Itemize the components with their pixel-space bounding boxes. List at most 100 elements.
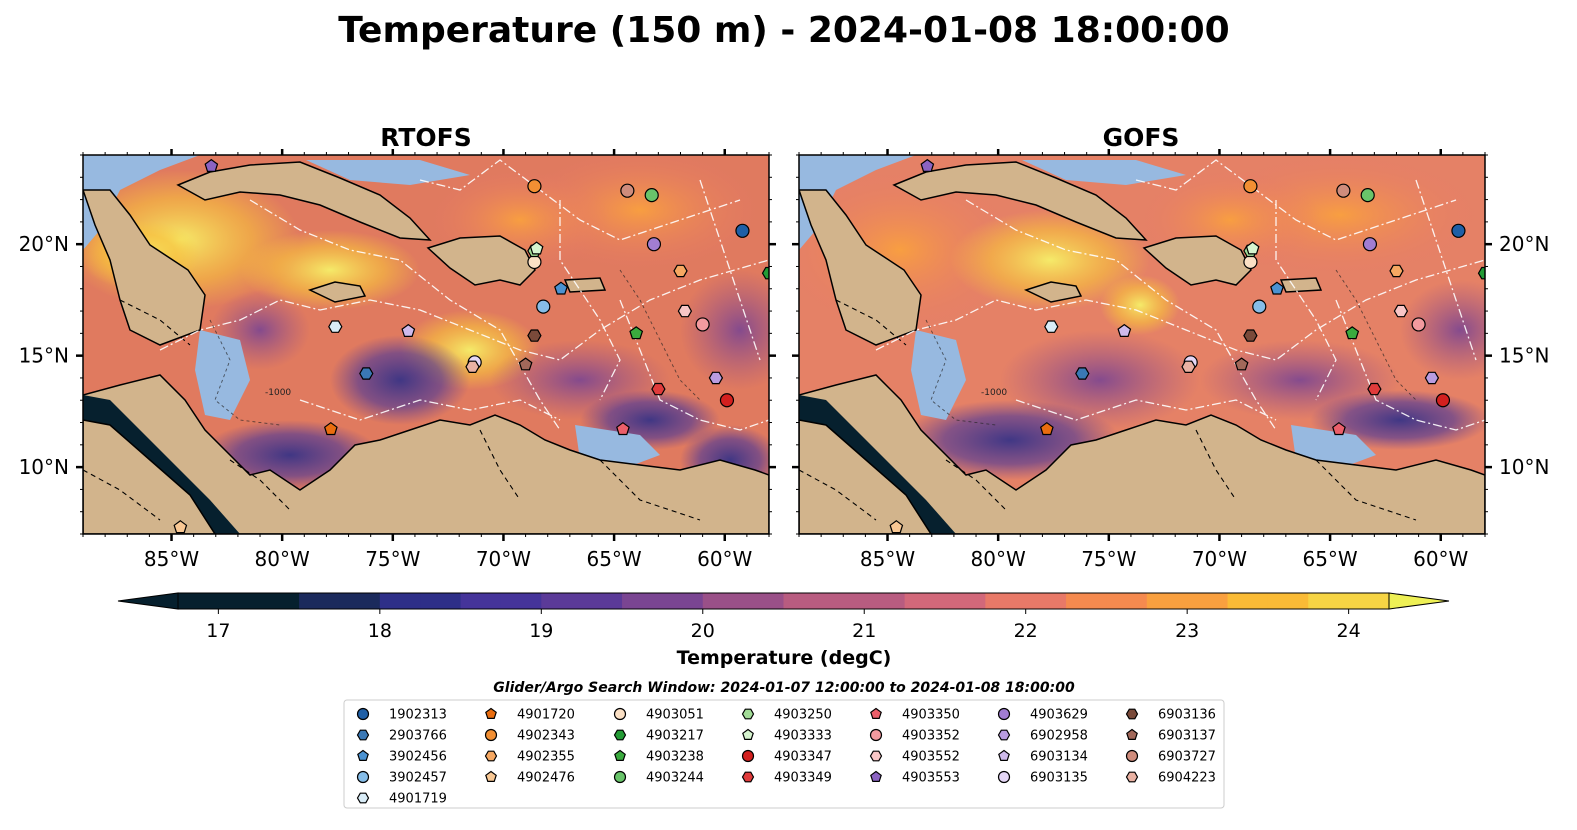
legend-entry-4902476: 4902476 bbox=[485, 770, 575, 786]
colorbar-extend-low bbox=[117, 592, 179, 610]
legend-marker-4902476 bbox=[485, 770, 497, 783]
platform-marker-1902313 bbox=[1451, 223, 1466, 238]
panel-title-rtofs: RTOFS bbox=[380, 123, 472, 152]
legend-marker-3902457 bbox=[356, 770, 370, 784]
legend: Glider/Argo Search Window: 2024-01-07 12… bbox=[343, 680, 1225, 809]
legend-marker-4903553 bbox=[870, 770, 882, 783]
legend-marker-4903352 bbox=[869, 728, 883, 742]
legend-label: 4903250 bbox=[774, 708, 832, 723]
map-frame-gofs bbox=[798, 154, 1486, 535]
legend-label: 4902355 bbox=[517, 750, 575, 765]
platform-marker-4903352 bbox=[1411, 317, 1426, 332]
platform-marker-4903238 bbox=[629, 326, 644, 340]
lon-tick-label: 60°W bbox=[697, 547, 752, 571]
lon-tick-label: 60°W bbox=[1413, 547, 1468, 571]
legend-label: 4903238 bbox=[646, 750, 704, 765]
lon-tick-label: 75°W bbox=[1081, 547, 1136, 571]
colorbar-bin bbox=[1106, 593, 1148, 609]
colorbar-bin bbox=[178, 593, 219, 609]
colorbar-swatches bbox=[117, 592, 1450, 610]
platform-marker-4901720 bbox=[323, 421, 338, 436]
lat-tick-label: 20°N bbox=[1499, 232, 1549, 256]
platform-marker-4903350 bbox=[1332, 421, 1346, 436]
legend-marker-4903238 bbox=[614, 749, 626, 762]
colorbar-extend-high bbox=[1388, 592, 1450, 610]
colorbar-frame bbox=[177, 592, 1390, 610]
platform-marker-4903349 bbox=[651, 382, 666, 396]
colorbar-tick-label: 20 bbox=[691, 620, 715, 642]
colorbar-label: Temperature (degC) bbox=[677, 647, 892, 669]
legend-label: 4903629 bbox=[1030, 708, 1088, 723]
platform-marker-4903238 bbox=[1345, 326, 1360, 340]
legend-label: 4903352 bbox=[902, 729, 960, 744]
colorbar-tick-label: 22 bbox=[1014, 620, 1038, 642]
colorbar-bin bbox=[662, 593, 704, 609]
legend-label: 4903552 bbox=[902, 750, 960, 765]
platform-marker-4903350 bbox=[616, 421, 630, 436]
legend-entry-4902355: 4902355 bbox=[484, 750, 575, 765]
legend-entry-2903766: 2903766 bbox=[356, 729, 447, 744]
platform-marker-6903134 bbox=[401, 323, 416, 337]
legend-label: 4903244 bbox=[646, 771, 704, 786]
colorbar-tick-label: 24 bbox=[1337, 620, 1361, 642]
lon-tick-label: 70°W bbox=[1192, 547, 1247, 571]
colorbar-bin bbox=[1066, 593, 1108, 609]
legend-label: 3902457 bbox=[389, 771, 447, 786]
platform-marker-6904223 bbox=[465, 360, 480, 373]
map-area-rtofs: -1000 bbox=[83, 155, 769, 534]
legend-entry-4903352: 4903352 bbox=[869, 728, 960, 744]
legend-label: 6903727 bbox=[1158, 750, 1216, 765]
legend-label: 6904223 bbox=[1158, 771, 1216, 786]
legend-entry-4903217: 4903217 bbox=[613, 729, 704, 744]
platform-marker-4903051 bbox=[527, 254, 542, 270]
legend-marker-2903766 bbox=[356, 729, 370, 741]
platform-marker-4901720 bbox=[1039, 421, 1054, 436]
legend-marker-4901720 bbox=[485, 707, 497, 720]
colorbar-bin bbox=[1267, 593, 1309, 609]
lat-tick-label: 20°N bbox=[19, 232, 69, 256]
legend-label: 4903350 bbox=[902, 708, 960, 723]
legend-entry-4903552: 4903552 bbox=[869, 750, 960, 765]
lon-tick-label: 80°W bbox=[971, 547, 1026, 571]
lon-tick-label: 85°W bbox=[144, 547, 199, 571]
platform-marker-4903244 bbox=[644, 188, 659, 203]
platform-marker-6904223 bbox=[1181, 360, 1196, 373]
colorbar-tick-label: 19 bbox=[529, 620, 553, 642]
legend-label: 4903349 bbox=[774, 771, 832, 786]
platform-marker-4903217 bbox=[1477, 266, 1485, 280]
colorbar-bin bbox=[904, 593, 946, 609]
platform-marker-4902476 bbox=[173, 520, 188, 534]
legend-label: 4903553 bbox=[902, 771, 960, 786]
colorbar-bin bbox=[379, 593, 421, 609]
platform-marker-4903553 bbox=[204, 158, 219, 172]
legend-marker-6903137 bbox=[1126, 728, 1138, 741]
colorbar-bin bbox=[218, 593, 260, 609]
platform-marker-3902456 bbox=[1270, 281, 1284, 295]
legend-marker-6904223 bbox=[1125, 771, 1139, 783]
colorbar-bin bbox=[258, 593, 300, 609]
legend-entry-4903349: 4903349 bbox=[741, 771, 832, 786]
platform-marker-6903136 bbox=[1243, 329, 1258, 342]
platform-marker-4903244 bbox=[1360, 188, 1375, 203]
legend-entry-3902456: 3902456 bbox=[357, 750, 447, 765]
legend-label: 6903135 bbox=[1030, 771, 1088, 786]
lat-tick-label: 15°N bbox=[19, 344, 69, 368]
colorbar-tick-label: 18 bbox=[368, 620, 392, 642]
platform-markers-rtofs bbox=[173, 158, 769, 534]
contour-label: -1000 bbox=[265, 388, 291, 398]
lon-tick-label: 70°W bbox=[476, 547, 531, 571]
legend-entry-4903347: 4903347 bbox=[741, 750, 832, 765]
legend-items: 1902313 2903766 3902456 3902457 4901719 49017… bbox=[356, 707, 1216, 807]
platform-marker-4902343 bbox=[1243, 179, 1258, 194]
legend-entry-1902313: 1902313 bbox=[356, 708, 447, 723]
legend-label: 6903137 bbox=[1158, 729, 1216, 744]
legend-marker-4902355 bbox=[484, 750, 498, 762]
platform-marker-4903629 bbox=[1362, 237, 1378, 252]
legend-entry-6904223: 6904223 bbox=[1125, 771, 1216, 786]
lat-tick-label: 15°N bbox=[1499, 344, 1549, 368]
legend-label: 6903134 bbox=[1030, 750, 1088, 765]
colorbar-bin bbox=[622, 593, 663, 609]
platform-marker-6903137 bbox=[518, 357, 533, 371]
platform-marker-4903333 bbox=[1245, 241, 1260, 255]
legend-label: 4902476 bbox=[517, 771, 575, 786]
